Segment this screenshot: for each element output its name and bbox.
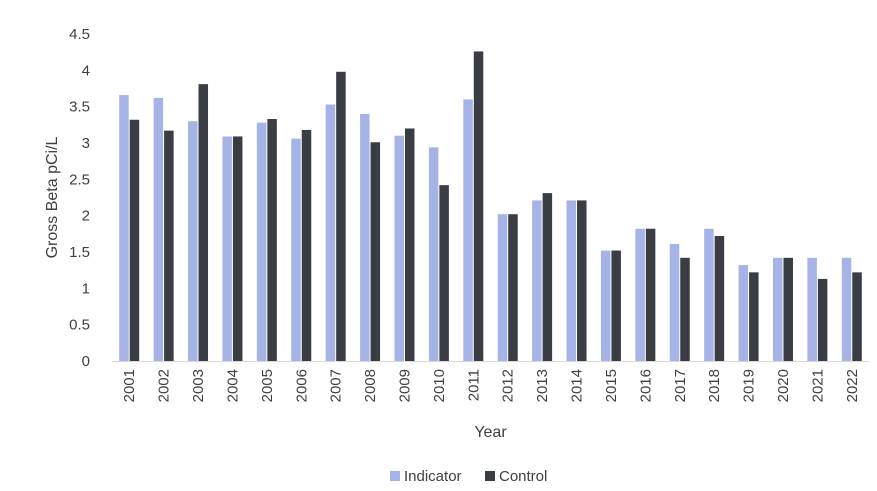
- bar-control-2020: [783, 257, 793, 361]
- x-tick-label: 2019: [741, 369, 758, 402]
- bar-indicator-2009: [394, 135, 404, 361]
- bar-indicator-2021: [807, 257, 817, 361]
- y-tick-label: 2.5: [69, 171, 90, 188]
- bar-indicator-2008: [360, 113, 370, 361]
- bar-control-2010: [439, 185, 449, 361]
- x-tick-label: 2012: [500, 369, 517, 402]
- x-tick-label: 2005: [259, 369, 276, 402]
- x-tick-label: 2016: [637, 369, 654, 402]
- y-tick-label: 4.5: [69, 26, 90, 43]
- x-tick-label: 2021: [809, 369, 826, 402]
- y-tick-label: 2: [82, 208, 90, 225]
- bar-control-2021: [817, 278, 828, 361]
- bar-control-2011: [473, 51, 484, 361]
- x-tick-label: 2001: [121, 369, 138, 402]
- bar-indicator-2016: [635, 228, 645, 361]
- x-tick-label: 2018: [706, 369, 723, 402]
- x-tick-label: 2011: [465, 369, 482, 401]
- x-tick-label: 2003: [190, 369, 207, 402]
- legend-label-control: Control: [499, 468, 547, 485]
- bar-indicator-2022: [841, 257, 852, 361]
- y-axis-title: Gross Beta pCi/L: [44, 136, 61, 258]
- y-tick-label: 3.5: [69, 99, 90, 116]
- bar-indicator-2002: [153, 97, 164, 362]
- y-tick-label: 1: [82, 280, 90, 297]
- x-tick-label: 2015: [603, 369, 620, 402]
- legend-swatch-indicator: [390, 471, 400, 481]
- bar-control-2013: [542, 193, 553, 361]
- legend-swatch-control: [485, 471, 495, 481]
- bar-control-2012: [508, 214, 518, 361]
- bar-indicator-2010: [428, 147, 439, 361]
- bar-control-2003: [198, 84, 209, 361]
- bar-control-2015: [611, 250, 621, 361]
- x-axis-ticks: 2001 2002 2003 2004 2005 2006 2007 2008 2009 2010…: [121, 369, 861, 402]
- x-axis-title: Year: [474, 424, 507, 441]
- bar-control-2009: [404, 128, 415, 361]
- bar-indicator-2006: [291, 138, 301, 361]
- x-tick-label: 2010: [431, 369, 448, 402]
- bar-control-2005: [267, 119, 277, 362]
- bar-indicator-2014: [566, 200, 577, 361]
- bar-control-2004: [232, 136, 243, 361]
- bar-control-2008: [370, 142, 381, 361]
- bar-indicator-2013: [532, 200, 542, 361]
- y-tick-label: 0.5: [69, 317, 90, 334]
- x-tick-label: 2017: [672, 369, 689, 402]
- bar-indicator-2001: [119, 95, 129, 361]
- bar-control-2002: [164, 130, 174, 361]
- x-tick-label: 2020: [775, 369, 792, 402]
- x-tick-label: 2007: [328, 369, 345, 402]
- y-tick-label: 0: [82, 353, 90, 370]
- x-tick-label: 2009: [396, 369, 413, 402]
- bar-control-2016: [645, 228, 656, 361]
- y-tick-label: 4: [82, 62, 90, 79]
- bar-indicator-2019: [738, 265, 749, 361]
- x-tick-label: 2022: [844, 369, 861, 402]
- bar-indicator-2018: [704, 228, 714, 361]
- legend-label-indicator: Indicator: [404, 468, 462, 485]
- bar-indicator-2005: [256, 122, 267, 361]
- chart-legend: Indicator Control: [390, 468, 547, 485]
- y-tick-label: 1.5: [69, 244, 90, 261]
- bar-control-2017: [680, 257, 690, 361]
- x-tick-label: 2002: [156, 369, 173, 402]
- bar-indicator-2020: [772, 257, 783, 361]
- x-tick-label: 2008: [362, 369, 379, 402]
- bar-indicator-2011: [463, 99, 473, 362]
- bar-control-2006: [301, 129, 312, 361]
- x-tick-label: 2014: [569, 369, 586, 402]
- y-axis-ticks: 0 0.5 1 1.5 2 2.5 3 3.5 4 4.5: [69, 26, 90, 370]
- bar-indicator-2004: [222, 136, 232, 361]
- bar-indicator-2015: [600, 250, 611, 361]
- bar-control-2007: [336, 71, 346, 361]
- x-tick-label: 2006: [293, 369, 310, 402]
- bar-indicator-2017: [669, 244, 680, 361]
- bar-control-2014: [577, 200, 587, 361]
- bar-indicator-2007: [325, 104, 336, 361]
- x-tick-label: 2004: [224, 369, 241, 402]
- bar-indicator-2003: [188, 121, 198, 361]
- bar-control-2001: [129, 119, 140, 361]
- bar-indicator-2012: [497, 214, 508, 361]
- bar-control-2018: [714, 236, 725, 361]
- x-tick-label: 2013: [534, 369, 551, 402]
- y-tick-label: 3: [82, 135, 90, 152]
- bar-series-group: [119, 51, 862, 362]
- bar-control-2022: [852, 272, 862, 361]
- bar-control-2019: [749, 272, 759, 361]
